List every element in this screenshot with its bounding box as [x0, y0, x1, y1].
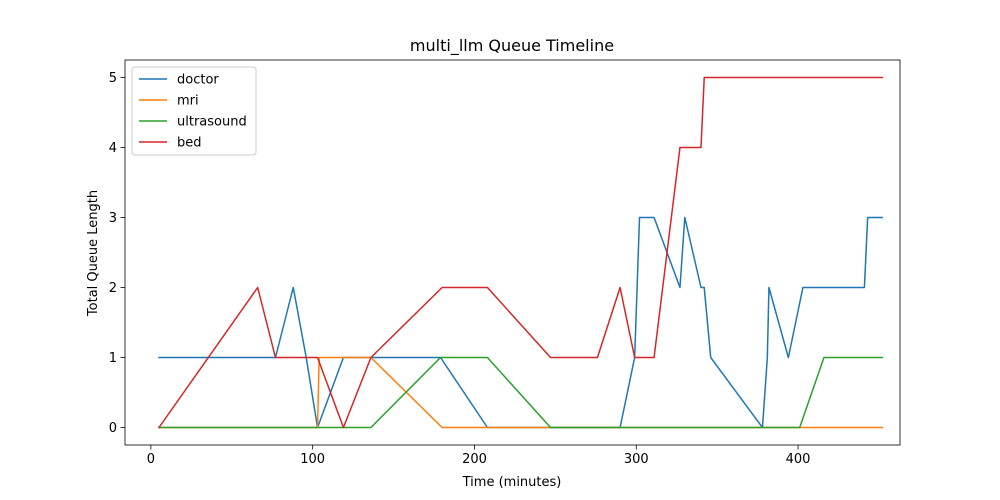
axes-frame — [124, 59, 901, 446]
x-tick-label: 100 — [300, 452, 325, 467]
x-tick-label: 200 — [462, 452, 487, 467]
y-tick-label: 4 — [109, 141, 117, 156]
y-tick-label: 2 — [109, 281, 117, 296]
series-line-doctor — [158, 216, 883, 429]
y-tick-label: 1 — [109, 351, 117, 366]
legend-label-bed: bed — [177, 136, 202, 151]
chart-title: multi_llm Queue Timeline — [410, 36, 614, 56]
y-tick-label: 5 — [109, 71, 117, 86]
y-axis-title: Total Queue Length — [86, 190, 101, 317]
legend-label-ultrasound: ultrasound — [177, 115, 247, 130]
legend-label-mri: mri — [177, 94, 199, 109]
x-tick-label: 300 — [624, 452, 649, 467]
x-axis-title: Time (minutes) — [462, 475, 562, 490]
series-line-ultrasound — [158, 356, 883, 429]
y-tick-label: 0 — [109, 421, 117, 436]
series-line-bed — [157, 76, 883, 429]
legend-label-doctor: doctor — [177, 73, 219, 88]
y-tick-label: 3 — [109, 211, 117, 226]
legend-box — [131, 66, 257, 156]
x-tick-label: 400 — [786, 452, 811, 467]
plot-area: 0 100 200 300 400 0 1 2 3 4 5 doctor mri ultrasound be… — [109, 59, 901, 467]
x-tick-label: 0 — [147, 452, 155, 467]
